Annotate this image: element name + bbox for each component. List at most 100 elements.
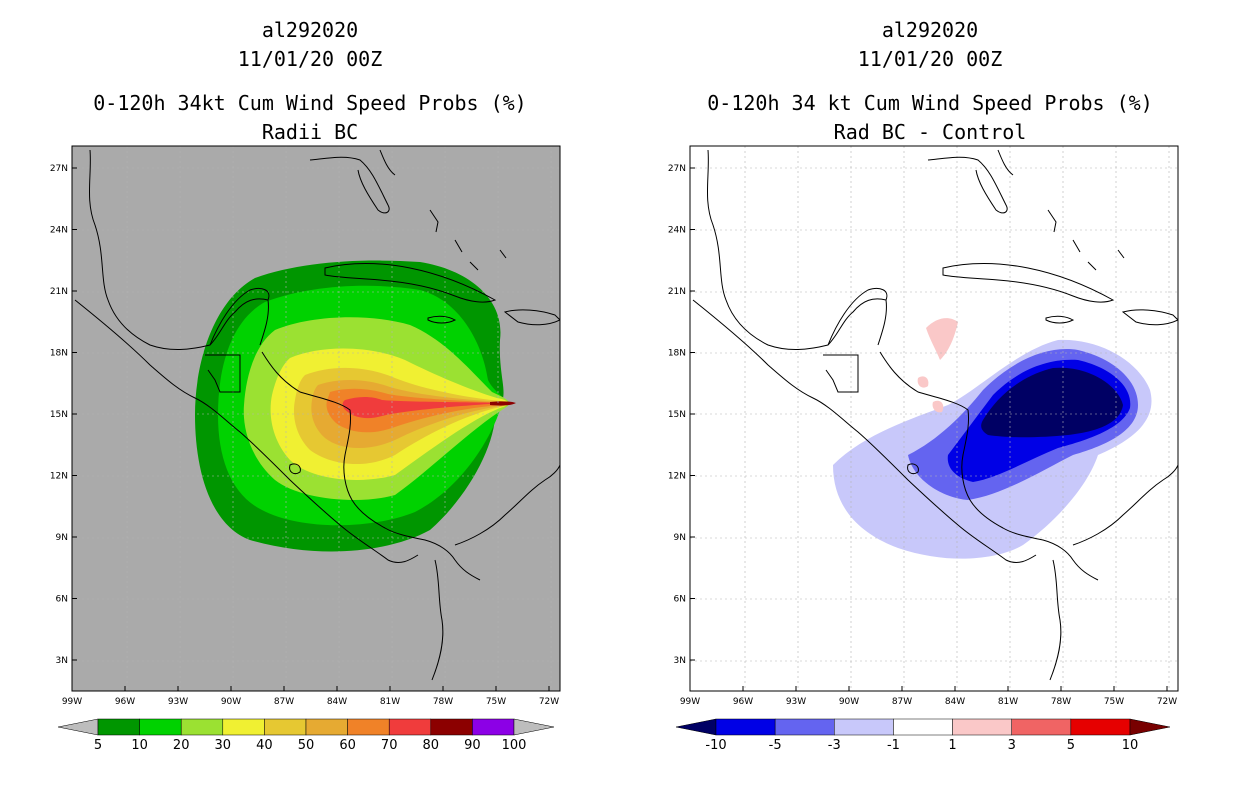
colorbar-label: 40 [256,738,273,753]
storm-id: al292020 [881,18,979,42]
colorbar-swatch [952,718,1012,736]
latitude-label: 27N [50,164,68,174]
longitude-label: 72W [539,697,559,707]
forecast-date: 11/01/20 00Z [237,47,383,71]
latitude-label: 9N [674,533,686,543]
latitude-label: 27N [668,164,686,174]
colorbar-label: 60 [339,738,356,753]
latitude-label: 12N [668,472,686,482]
product-name: 0-120h 34 kt Cum Wind Speed Probs (%) [707,91,1153,115]
colorbar-swatch [893,718,953,736]
colorbar-swatch [472,718,515,736]
latitude-label: 24N [668,226,686,236]
colorbar-label: 3 [1008,738,1016,753]
left-map-subtitle: 0-120h 34kt Cum Wind Speed Probs (%) Rad… [60,89,560,147]
colorbar-label: 30 [215,738,232,753]
colorbar-swatch [264,718,307,736]
product-variant: Rad BC - Control [833,120,1027,144]
colorbar-label: 20 [173,738,190,753]
colorbar-swatch [222,718,265,736]
longitude-label: 75W [486,697,506,707]
colorbar-swatch [715,718,776,736]
difference-contours [690,146,1178,691]
latitude-label: 15N [668,410,686,420]
longitude-label: 78W [1051,697,1071,707]
right-colorbar: -10 -5 -3 -1 1 3 5 10 [675,718,1171,753]
colorbar-label: -10 [705,738,726,753]
map-frame [71,145,561,692]
colorbar-extend-low [57,718,99,736]
longitude-label: 99W [680,697,700,707]
colorbar-swatch [774,718,835,736]
colorbar-label: -5 [769,738,782,753]
colorbar-label: 50 [298,738,315,753]
latitude-label: 3N [674,656,686,666]
right-map-title: al292020 11/01/20 00Z [680,16,1180,74]
colorbar-label: 100 [502,738,527,753]
colorbar-swatch [430,718,473,736]
colorbar-label: 90 [464,738,481,753]
longitude-label: 84W [945,697,965,707]
colorbar-swatch [97,718,140,736]
colorbar-label: 10 [1122,738,1139,753]
left-map [71,145,561,692]
latitude-label: 6N [674,595,686,605]
map-frame [689,145,1179,692]
colorbar-swatch [180,718,224,736]
product-variant: Radii BC [261,120,359,144]
colorbar-extend-high [513,718,555,736]
colorbar-extend-high [1129,718,1171,736]
longitude-label: 81W [380,697,400,707]
longitude-label: 99W [62,697,82,707]
colorbar-label: 5 [1067,738,1075,753]
product-name: 0-120h 34kt Cum Wind Speed Probs (%) [93,91,527,115]
left-axis-labels: 27N 24N 21N 18N 15N 12N 9N 6N 3N 99W 96W 93W 90W 87W 8… [50,164,559,707]
latitude-label: 6N [56,595,68,605]
latitude-label: 3N [56,656,68,666]
left-map-title: al292020 11/01/20 00Z [60,16,560,74]
right-map [689,145,1179,692]
longitude-label: 78W [433,697,453,707]
colorbar-label: 80 [423,738,440,753]
colorbar-swatch [834,718,894,736]
colorbar-label: 70 [381,738,398,753]
longitude-label: 84W [327,697,347,707]
colorbar-label: 10 [131,738,148,753]
longitude-label: 72W [1157,697,1177,707]
latitude-label: 24N [50,226,68,236]
probability-contours [72,146,560,691]
right-axis-labels: 27N 24N 21N 18N 15N 12N 9N 6N 3N 99W 96W 93W 90W 87W 8… [668,164,1177,707]
longitude-label: 90W [839,697,859,707]
longitude-label: 96W [115,697,135,707]
colorbar-extend-low [675,718,717,736]
latitude-label: 9N [56,533,68,543]
latitude-label: 18N [50,349,68,359]
longitude-label: 87W [892,697,912,707]
colorbar-label: 5 [94,738,102,753]
latitude-label: 18N [668,349,686,359]
longitude-label: 87W [274,697,294,707]
colorbar-swatch [388,718,432,736]
colorbar-label: -1 [887,738,900,753]
longitude-label: 93W [168,697,188,707]
longitude-label: 93W [786,697,806,707]
latitude-label: 15N [50,410,68,420]
colorbar-swatch [1070,718,1131,736]
right-map-subtitle: 0-120h 34 kt Cum Wind Speed Probs (%) Ra… [680,89,1180,147]
latitude-label: 21N [668,287,686,297]
latitude-label: 21N [50,287,68,297]
longitude-label: 75W [1104,697,1124,707]
colorbar-swatch [347,718,390,736]
colorbar-swatch [1011,718,1072,736]
left-colorbar: 5 10 20 30 40 50 60 70 80 90 100 [57,718,555,753]
colorbar-swatch [305,718,348,736]
colorbar-swatch [139,718,182,736]
colorbar-label: 1 [948,738,956,753]
longitude-label: 81W [998,697,1018,707]
longitude-label: 96W [733,697,753,707]
storm-id: al292020 [261,18,359,42]
latitude-label: 12N [50,472,68,482]
colorbar-label: -3 [828,738,841,753]
forecast-date: 11/01/20 00Z [857,47,1003,71]
